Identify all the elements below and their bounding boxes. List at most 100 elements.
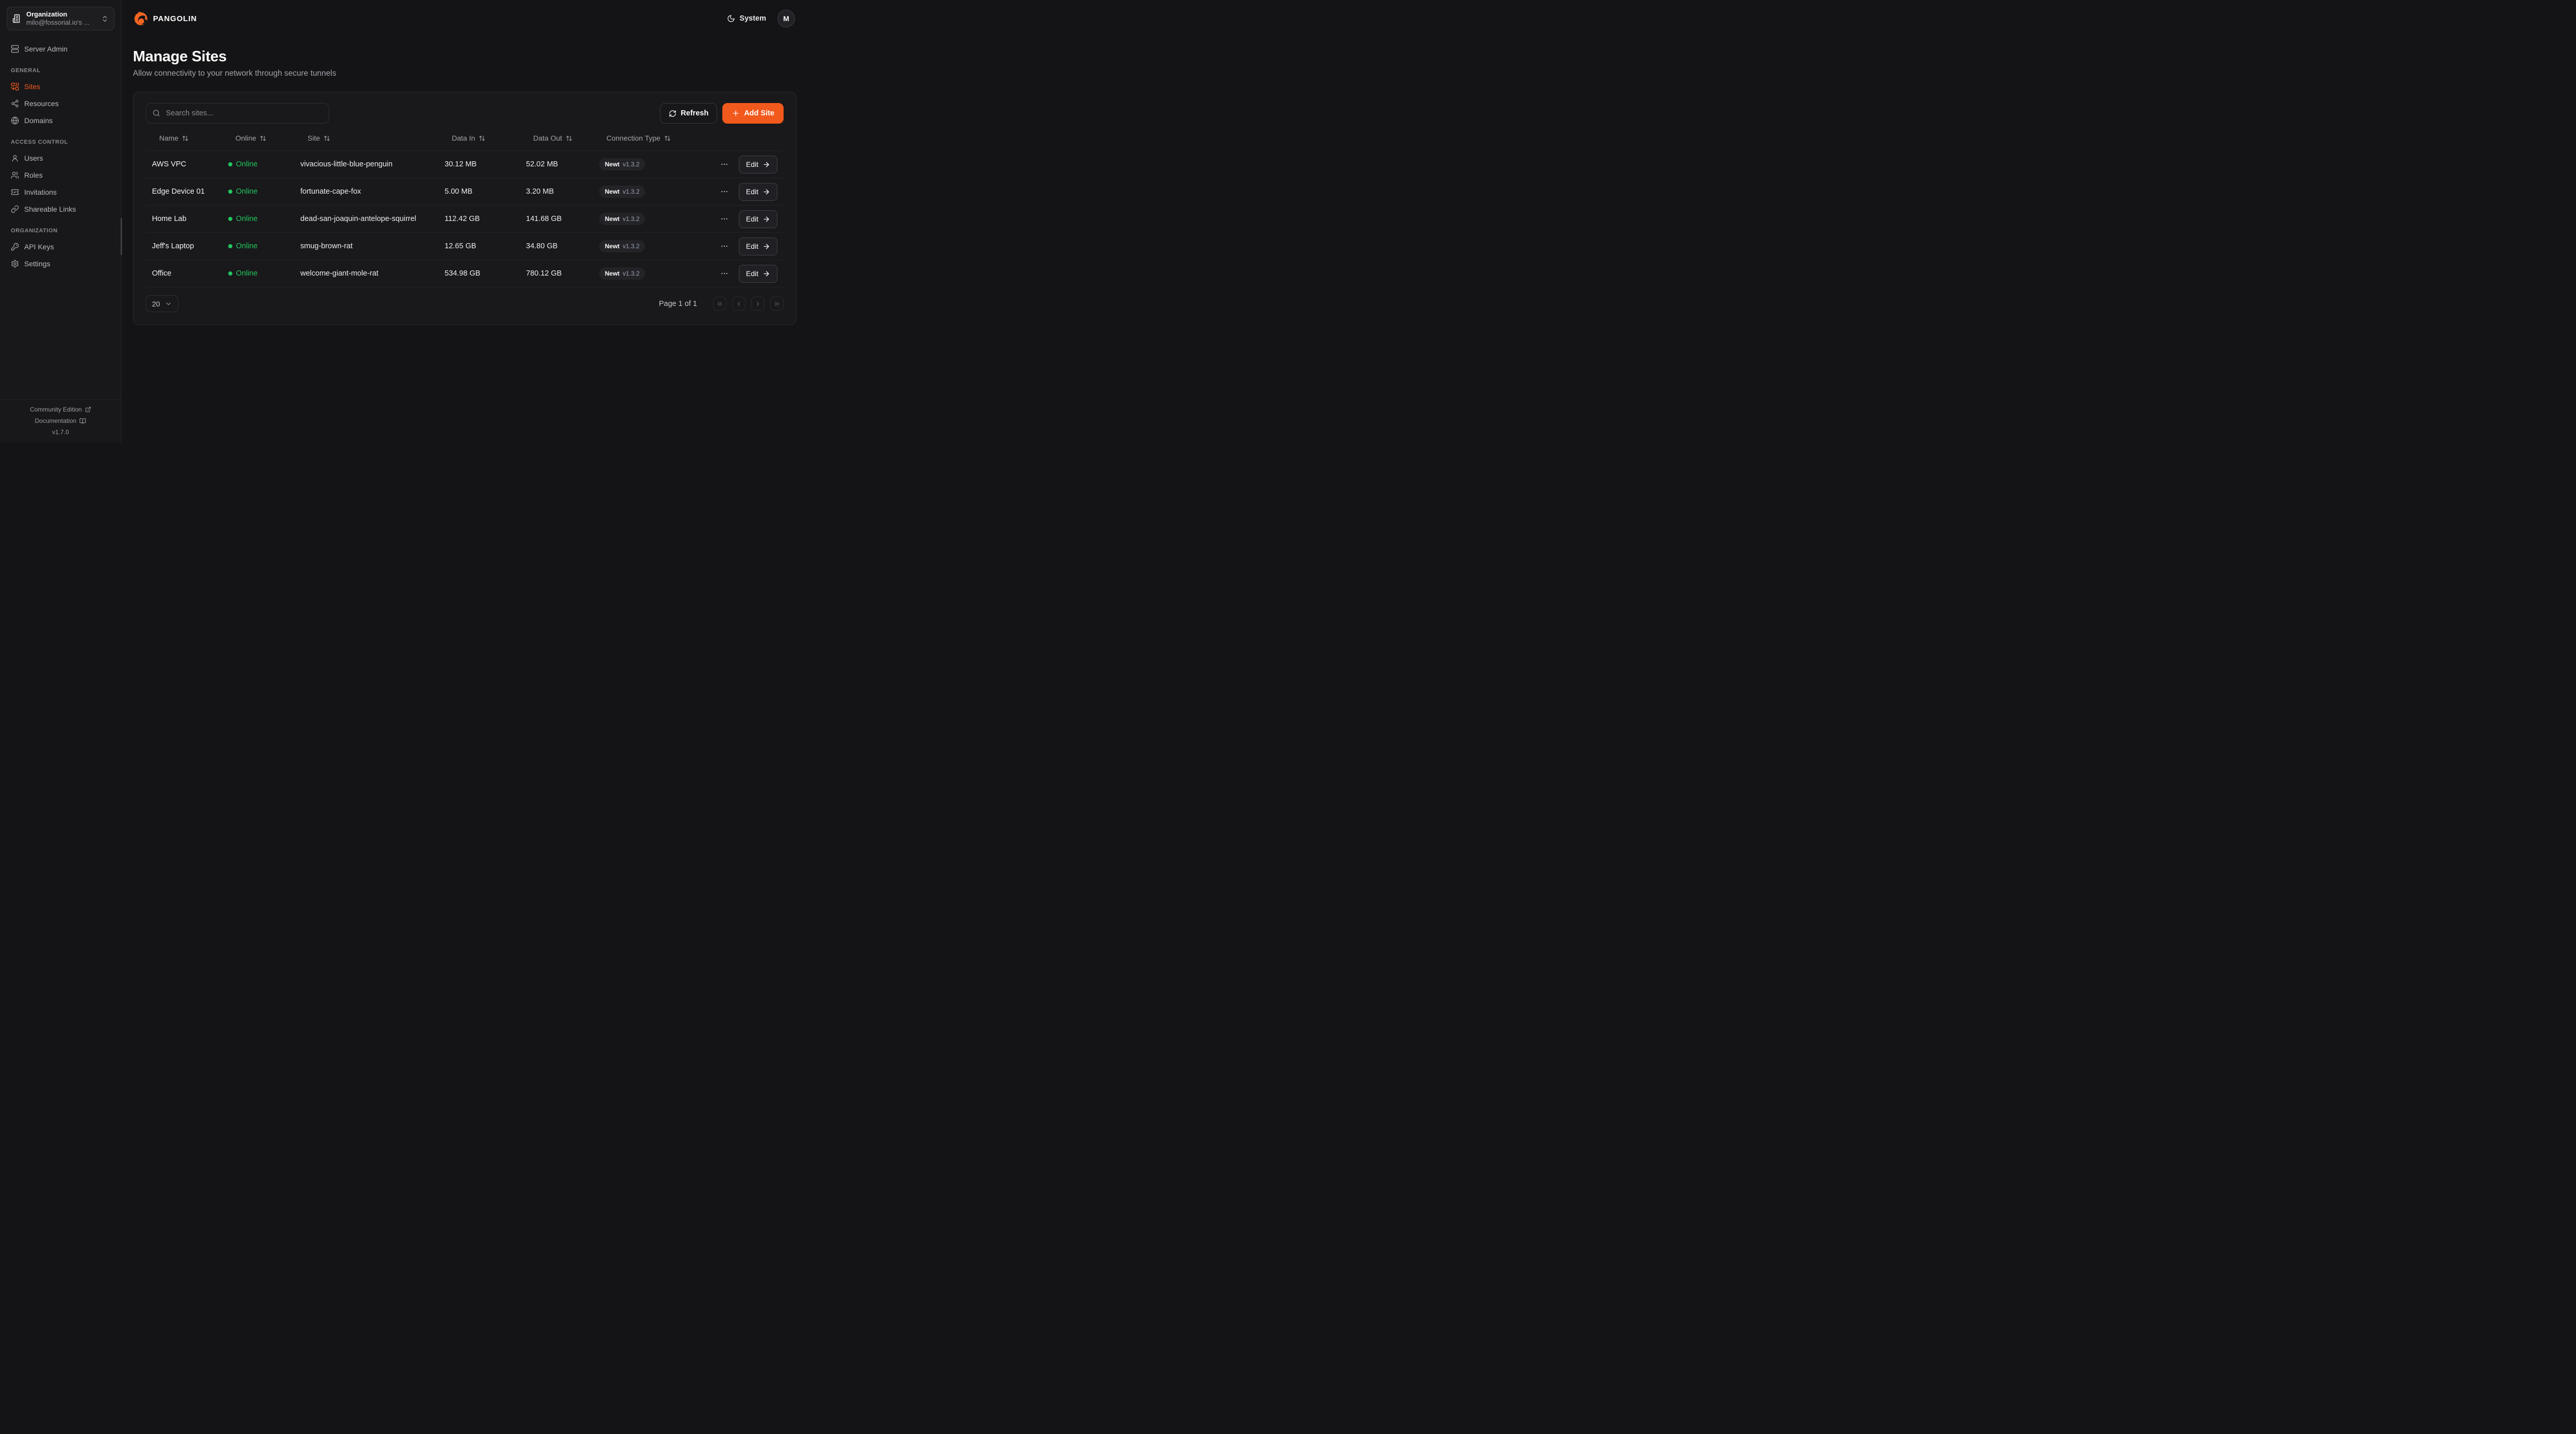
page-title: Manage Sites — [133, 48, 227, 65]
sidebar-item-resources[interactable]: Resources — [7, 95, 114, 112]
sort-header-name[interactable]: Name — [152, 134, 189, 142]
users-icon — [11, 171, 19, 179]
server-icon — [11, 45, 19, 53]
page-size-select[interactable]: 20 — [146, 295, 178, 312]
edit-button[interactable]: Edit — [738, 264, 777, 283]
row-actions-cell: Edit — [719, 260, 784, 287]
pagination: 20 Page 1 of 1 — [146, 295, 784, 312]
sort-header-site[interactable]: Site — [300, 134, 330, 142]
row-menu-button[interactable] — [719, 240, 731, 252]
last-page-button[interactable] — [770, 297, 784, 311]
site-name: Jeff's Laptop — [152, 242, 194, 250]
connection-type-badge: Newt v1.3.2 — [599, 240, 646, 252]
search-input[interactable] — [146, 103, 329, 124]
ellipsis-icon — [720, 242, 728, 250]
sidebar-item-invitations[interactable]: Invitations — [7, 183, 114, 200]
connection-type-cell: Newt v1.3.2 — [593, 260, 719, 287]
site-name-cell: Edge Device 01 — [146, 178, 222, 206]
connection-type-cell: Newt v1.3.2 — [593, 205, 719, 233]
first-page-button[interactable] — [713, 297, 726, 311]
sort-header-online[interactable]: Online — [228, 134, 266, 142]
site-id-cell: smug-brown-rat — [294, 232, 438, 260]
community-edition-label: Community Edition — [30, 406, 82, 413]
edit-label: Edit — [745, 269, 758, 278]
connection-type-cell: Newt v1.3.2 — [593, 178, 719, 206]
prev-page-button[interactable] — [732, 297, 745, 311]
row-menu-button[interactable] — [719, 158, 731, 170]
sidebar-item-users[interactable]: Users — [7, 149, 114, 166]
key-icon — [11, 243, 19, 251]
sidebar-item-api-keys[interactable]: API Keys — [7, 238, 114, 255]
combine-icon — [11, 82, 19, 91]
site-id-cell: vivacious-little-blue-penguin — [294, 150, 438, 178]
theme-toggle-button[interactable]: System — [727, 14, 766, 23]
edit-button[interactable]: Edit — [738, 237, 777, 255]
site-name-cell: Jeff's Laptop — [146, 232, 222, 260]
org-selector-label: Organization — [26, 10, 67, 18]
row-menu-button[interactable] — [719, 267, 731, 280]
share-icon — [11, 99, 19, 108]
brand-logo[interactable]: PANGOLIN — [133, 11, 197, 27]
connection-type-badge: Newt v1.3.2 — [599, 267, 646, 280]
edit-button[interactable]: Edit — [738, 210, 777, 228]
sidebar-item-settings[interactable]: Settings — [7, 255, 114, 272]
site-name: Office — [152, 269, 172, 278]
sidebar-item-label: Sites — [24, 82, 41, 91]
row-menu-button[interactable] — [719, 185, 731, 198]
sort-header-connection-type[interactable]: Connection Type — [599, 134, 671, 142]
table-header-row: Name Online Site Data In Data Out Connec… — [146, 125, 784, 151]
connection-name: Newt — [605, 188, 620, 195]
sidebar-item-server-admin[interactable]: Server Admin — [7, 40, 114, 57]
site-name: Edge Device 01 — [152, 187, 205, 196]
online-status-label: Online — [236, 160, 258, 168]
data-in-cell: 5.00 MB — [438, 178, 520, 206]
org-selector-value: milo@fossorial.io's ... — [26, 19, 90, 26]
link-icon — [11, 205, 19, 213]
arrow-up-down-icon — [324, 135, 330, 142]
search-wrap — [146, 103, 329, 124]
next-page-button[interactable] — [751, 297, 765, 311]
sort-header-data-out[interactable]: Data Out — [526, 134, 572, 142]
sidebar-item-domains[interactable]: Domains — [7, 112, 114, 129]
add-site-button[interactable]: Add Site — [722, 103, 784, 124]
data-out-cell: 141.68 GB — [520, 205, 593, 233]
online-cell: Online — [222, 178, 294, 206]
connection-type-badge: Newt v1.3.2 — [599, 158, 646, 170]
arrow-right-icon — [762, 270, 770, 278]
refresh-icon — [669, 110, 676, 117]
site-id: fortunate-cape-fox — [300, 187, 361, 196]
org-selector[interactable]: Organization milo@fossorial.io's ... — [7, 7, 114, 30]
sidebar-item-shareable-links[interactable]: Shareable Links — [7, 200, 114, 217]
sidebar-item-roles[interactable]: Roles — [7, 166, 114, 183]
chevron-right-icon — [754, 300, 761, 308]
connection-name: Newt — [605, 270, 620, 277]
online-cell: Online — [222, 205, 294, 233]
pagination-right: Page 1 of 1 — [659, 297, 784, 311]
community-edition-link[interactable]: Community Edition — [30, 406, 91, 413]
sort-header-data-in[interactable]: Data In — [445, 134, 485, 142]
edit-label: Edit — [745, 160, 758, 168]
sites-card: Refresh Add Site Name — [133, 92, 796, 325]
globe-icon — [11, 116, 19, 125]
table-row: Edge Device 01 Online fortunate-cape-fox… — [146, 178, 784, 206]
page-content: Manage Sites Allow connectivity to your … — [122, 37, 808, 325]
refresh-button[interactable]: Refresh — [660, 103, 718, 124]
sidebar-item-sites[interactable]: Sites — [7, 78, 114, 95]
moon-icon — [727, 14, 735, 23]
row-menu-button[interactable] — [719, 213, 731, 225]
search-icon — [152, 109, 160, 117]
sidebar-scrollbar-thumb[interactable] — [121, 218, 122, 255]
ellipsis-icon — [720, 215, 728, 223]
chevrons-up-down-icon — [101, 15, 109, 23]
connection-type-cell: Newt v1.3.2 — [593, 232, 719, 260]
edit-button[interactable]: Edit — [738, 182, 777, 201]
avatar[interactable]: M — [777, 10, 795, 27]
arrow-right-icon — [762, 161, 770, 168]
edit-button[interactable]: Edit — [738, 155, 777, 174]
online-status-label: Online — [236, 215, 258, 223]
app-root: Organization milo@fossorial.io's ... Ser… — [0, 0, 808, 443]
connection-version: v1.3.2 — [622, 161, 640, 168]
edit-label: Edit — [745, 187, 758, 196]
online-status-dot — [228, 162, 232, 166]
documentation-link[interactable]: Documentation — [35, 417, 87, 424]
